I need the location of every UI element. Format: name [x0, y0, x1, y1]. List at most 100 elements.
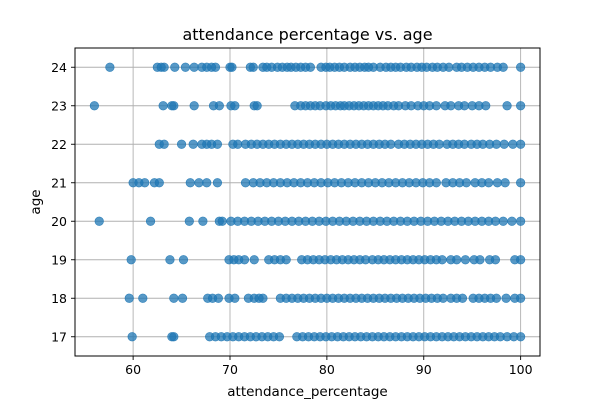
- scatter-point: [198, 216, 208, 226]
- scatter-point: [227, 62, 237, 72]
- plot-frame: [74, 47, 541, 357]
- data-points: [89, 62, 526, 342]
- scatter-point: [140, 178, 150, 188]
- scatter-point: [170, 62, 180, 72]
- y-tick-label: 22: [51, 137, 67, 152]
- scatter-point: [169, 332, 179, 342]
- scatter-point: [185, 178, 195, 188]
- scatter-point: [202, 178, 212, 188]
- scatter-point: [516, 293, 526, 303]
- scatter-point: [481, 101, 491, 111]
- scatter-point: [252, 101, 262, 111]
- scatter-point: [230, 293, 240, 303]
- scatter-point: [452, 255, 462, 265]
- scatter-point: [169, 293, 179, 303]
- scatter-point: [178, 255, 189, 265]
- scatter-point: [501, 293, 511, 303]
- scatter-point: [94, 216, 104, 226]
- scatter-point: [502, 101, 512, 111]
- x-tick-label: 100: [509, 362, 533, 377]
- y-tick-label: 24: [51, 60, 67, 75]
- scatter-point: [248, 62, 258, 72]
- scatter-point: [169, 101, 179, 111]
- scatter-point: [461, 178, 471, 188]
- scatter-point: [490, 216, 501, 226]
- scatter-point: [516, 62, 526, 72]
- scatter-point: [491, 139, 502, 149]
- y-tick-label: 18: [51, 291, 67, 306]
- scatter-point: [484, 178, 494, 188]
- scatter-point: [508, 139, 518, 149]
- scatter-point: [491, 293, 502, 303]
- scatter-point: [459, 101, 470, 111]
- scatter-point: [89, 101, 99, 111]
- scatter-point: [154, 178, 164, 188]
- scatter-point: [138, 293, 148, 303]
- scatter-point: [305, 62, 316, 72]
- scatter-point: [460, 255, 471, 265]
- scatter-point: [437, 255, 447, 265]
- scatter-point: [194, 178, 204, 188]
- scatter-point: [159, 62, 169, 72]
- scatter-point: [240, 178, 251, 188]
- y-tick-label: 23: [51, 98, 67, 113]
- scatter-point: [165, 255, 175, 265]
- scatter-point: [212, 139, 223, 149]
- scatter-point: [438, 293, 448, 303]
- scatter-point: [184, 216, 194, 226]
- scatter-point: [492, 178, 502, 188]
- scatter-point: [176, 139, 187, 149]
- scatter-point: [500, 178, 510, 188]
- scatter-point: [446, 101, 456, 111]
- scatter-point: [158, 101, 168, 111]
- scatter-point: [177, 293, 188, 303]
- scatter-point: [127, 332, 137, 342]
- scatter-point: [239, 255, 250, 265]
- axis-ticks: 60 70 80 90 100 17 18 19 20 21 22 23 24: [51, 60, 533, 377]
- scatter-point: [189, 62, 199, 72]
- scatter-point: [180, 62, 191, 72]
- scatter-point: [490, 255, 501, 265]
- x-tick-label: 90: [416, 362, 432, 377]
- scatter-point: [457, 293, 468, 303]
- scatter-point: [230, 101, 240, 111]
- y-tick-label: 17: [51, 329, 67, 344]
- y-tick-label: 21: [51, 175, 67, 190]
- scatter-point: [188, 139, 198, 149]
- scatter-point: [444, 62, 454, 72]
- scatter-point: [212, 178, 223, 188]
- y-axis-label: age: [28, 189, 44, 214]
- scatter-point: [434, 139, 444, 149]
- scatter-point: [126, 255, 136, 265]
- scatter-point: [274, 332, 285, 342]
- scatter-point: [213, 293, 223, 303]
- scatter-point: [516, 255, 526, 265]
- scatter-point: [516, 216, 526, 226]
- scatter-point: [217, 216, 227, 226]
- scatter-point: [475, 255, 485, 265]
- scatter-point: [431, 101, 441, 111]
- scatter-point: [281, 255, 291, 265]
- scatter-point: [516, 139, 526, 149]
- scatter-point: [386, 139, 396, 149]
- x-tick-label: 80: [319, 362, 335, 377]
- y-tick-label: 20: [51, 214, 67, 229]
- scatter-point: [214, 101, 224, 111]
- chart-title: attendance percentage vs. age: [182, 25, 432, 44]
- scatter-point: [210, 62, 221, 72]
- y-tick-label: 19: [51, 252, 67, 267]
- scatter-point: [507, 216, 517, 226]
- scatter-point: [105, 62, 115, 72]
- scatter-point: [516, 178, 526, 188]
- scatter-point: [124, 293, 134, 303]
- scatter-point: [431, 178, 441, 188]
- scatter-point: [498, 62, 508, 72]
- scatter-point: [516, 332, 526, 342]
- scatter-point: [189, 101, 199, 111]
- scatter-point: [499, 139, 509, 149]
- scatter-point: [258, 293, 268, 303]
- x-tick-label: 70: [222, 362, 238, 377]
- scatter-point: [233, 139, 243, 149]
